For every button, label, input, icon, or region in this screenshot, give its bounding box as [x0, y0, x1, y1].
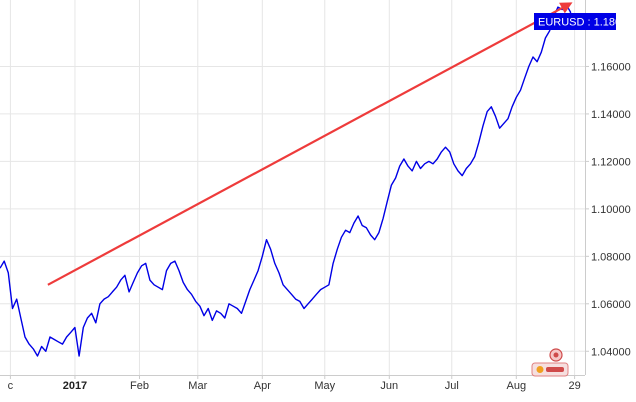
price-badge-label: EURUSD : 1.18030: [538, 17, 633, 29]
broker-watermark-logo: [531, 348, 569, 377]
y-tick-label: 1.06000: [591, 299, 631, 311]
x-tick-label: Apr: [254, 380, 271, 392]
grid: [0, 0, 585, 375]
trend-arrow-head: [559, 2, 573, 14]
price-badge-box: [534, 13, 616, 30]
x-tick-label: Jul: [445, 380, 459, 392]
series-line-eurusd: [0, 4, 578, 357]
trend-arrow-line: [47, 7, 563, 286]
y-tick-label: 1.16000: [591, 61, 631, 73]
x-tick-label: Feb: [130, 380, 149, 392]
y-axis: 1.04000 1.06000 1.08000 1.10000 1.12000 1.140…: [0, 0, 631, 376]
x-tick-label: Mar: [188, 380, 207, 392]
y-tick-label: 1.04000: [591, 346, 631, 358]
y-tick-label: 1.14000: [591, 109, 631, 121]
y-tick-label: 1.08000: [591, 251, 631, 263]
y-tick-label: 1.10000: [591, 204, 631, 216]
x-tick-label: Jun: [380, 380, 398, 392]
y-tick-label: 1.12000: [591, 156, 631, 168]
x-tick-label: May: [314, 380, 335, 392]
x-axis-ticks: c 2017 Feb Mar Apr May Jun Jul Aug 29: [8, 375, 581, 392]
x-tick-label: Aug: [507, 380, 527, 392]
x-tick-label: 2017: [63, 380, 87, 392]
annotation-layer: [47, 2, 573, 286]
x-tick-label: 29: [568, 380, 580, 392]
x-tick-label: c: [8, 380, 14, 392]
last-price-badge: EURUSD : 1.18030: [534, 13, 633, 30]
series-layer: [0, 4, 578, 357]
